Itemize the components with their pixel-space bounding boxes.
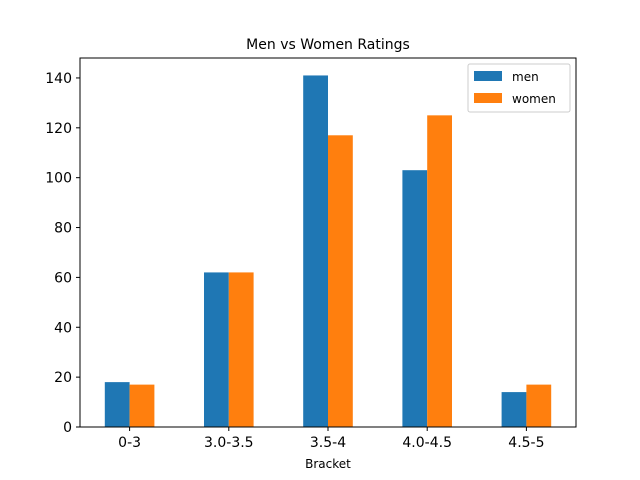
y-tick-label: 40 [54,320,72,336]
bar-women-3.0-3.5 [228,272,254,427]
y-tick-label: 80 [54,221,72,237]
legend-label-women: women [512,92,556,106]
y-tick-label: 100 [45,171,72,187]
x-tick-label: 4.0-4.5 [402,435,452,451]
plot-frame [79,57,577,428]
y-tick-label: 120 [45,121,72,137]
legend-label-men: men [512,70,539,84]
bar-women-4.5-5 [526,384,552,427]
legend: men women [467,63,571,113]
legend-swatch-women [474,93,502,103]
bar-men-3.5-4 [303,75,328,428]
y-tick-label: 20 [54,370,72,386]
bar-women-4.0-4.5 [427,115,452,427]
bar-men-0-3 [104,382,130,427]
plot-area: 0 20 40 60 80 100 120 140 0-3 3.0-3.5 3.5-4 4.0-4.5… [45,71,552,451]
x-tick-label: 0-3 [118,435,141,451]
x-tick-label: 3.0-3.5 [204,435,254,451]
bar-women-0-3 [129,384,155,427]
bar-men-4.0-4.5 [402,170,428,427]
chart-title: Men vs Women Ratings [246,37,410,53]
x-axis-label: Bracket [305,457,351,471]
bar-men-3.0-3.5 [204,272,229,427]
y-tick-label: 140 [45,71,72,87]
bar-men-4.5-5 [501,392,527,427]
y-tick-label: 60 [54,270,72,286]
x-tick-label: 3.5-4 [310,435,346,451]
bar-women-3.5-4 [328,135,353,428]
legend-swatch-men [474,71,502,81]
x-tick-label: 4.5-5 [508,435,544,451]
y-tick-label: 0 [63,420,72,436]
